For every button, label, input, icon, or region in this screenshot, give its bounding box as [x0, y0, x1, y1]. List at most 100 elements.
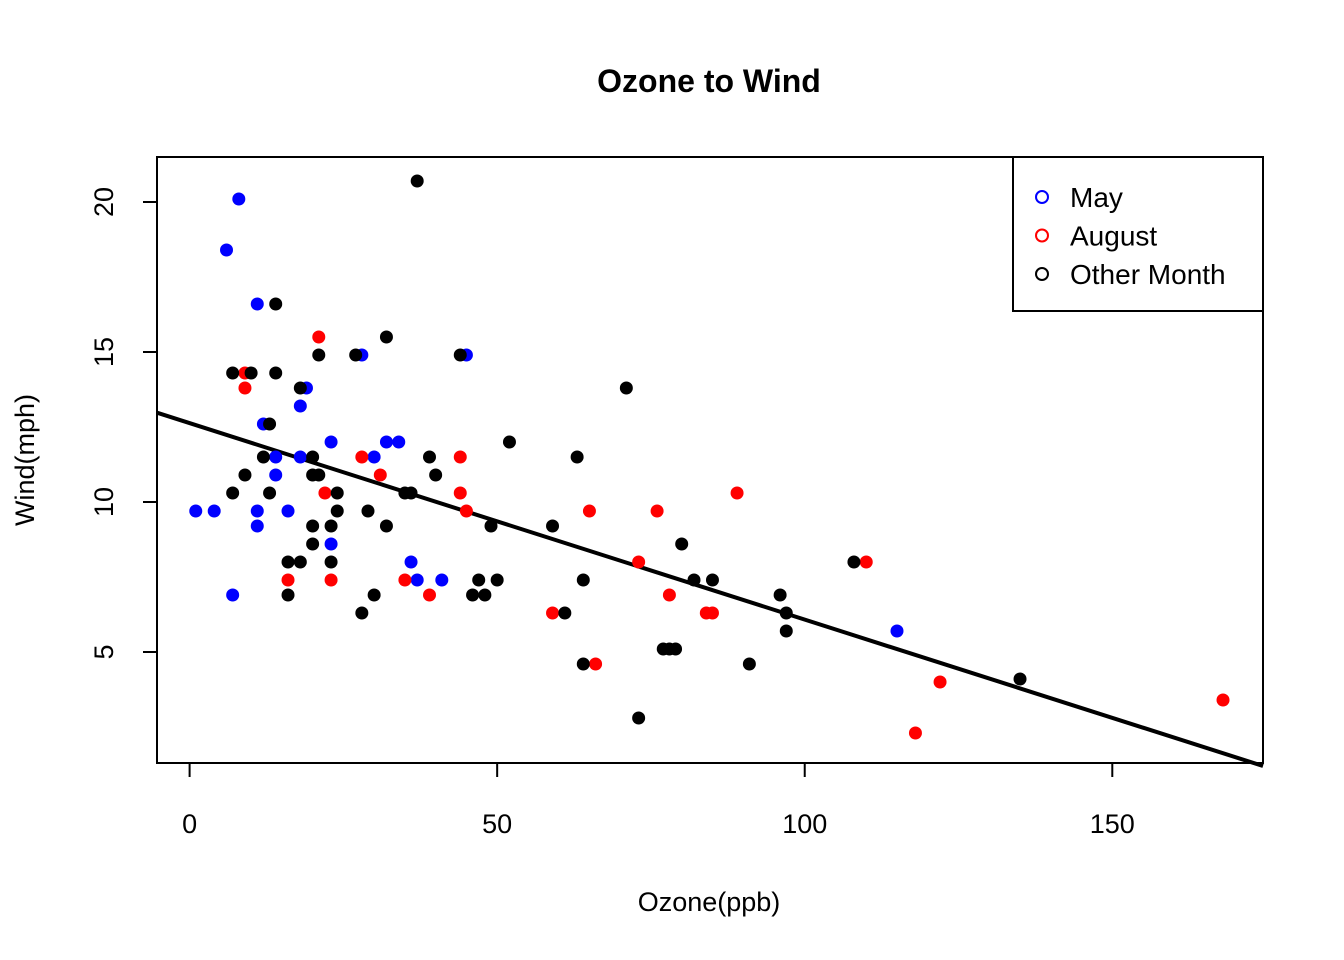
data-point-august	[582, 504, 596, 518]
data-point-other-month	[502, 435, 516, 449]
data-point-other-month	[705, 573, 719, 587]
data-point-other-month	[570, 450, 584, 464]
data-point-other-month	[472, 573, 486, 587]
data-point-may	[410, 573, 424, 587]
data-point-other-month	[361, 504, 375, 518]
data-point-other-month	[226, 366, 240, 380]
legend-label-other-month: Other Month	[1070, 259, 1226, 290]
data-point-other-month	[306, 519, 320, 533]
data-point-other-month	[379, 330, 393, 344]
data-point-other-month	[423, 450, 437, 464]
data-point-may	[226, 588, 240, 602]
data-point-other-month	[429, 468, 443, 482]
regression-line-layer	[156, 410, 1264, 768]
data-point-other-month	[256, 450, 270, 464]
data-point-other-month	[1013, 672, 1027, 686]
data-point-other-month	[324, 519, 338, 533]
data-point-may	[269, 468, 283, 482]
data-point-may	[293, 450, 307, 464]
data-point-other-month	[410, 174, 424, 188]
y-tick-label: 15	[89, 337, 119, 367]
data-point-other-month	[238, 468, 252, 482]
data-point-other-month	[306, 450, 320, 464]
x-tick-label: 50	[482, 809, 512, 839]
data-point-other-month	[632, 711, 646, 725]
data-point-may	[250, 504, 264, 518]
data-point-august	[662, 588, 676, 602]
x-tick-label: 100	[782, 809, 827, 839]
data-point-august	[281, 573, 295, 587]
x-tick-label: 0	[182, 809, 197, 839]
data-point-other-month	[404, 486, 418, 500]
data-point-other-month	[312, 348, 326, 362]
data-point-other-month	[773, 588, 787, 602]
data-point-august	[398, 573, 412, 587]
data-point-august	[1216, 693, 1230, 707]
y-tick-label: 10	[89, 487, 119, 517]
data-point-may	[269, 450, 283, 464]
data-point-other-month	[742, 657, 756, 671]
legend: May August Other Month	[1012, 156, 1264, 312]
data-point-other-month	[293, 555, 307, 569]
data-point-other-month	[330, 486, 344, 500]
data-point-other-month	[306, 537, 320, 551]
data-point-other-month	[379, 519, 393, 533]
data-point-other-month	[263, 486, 277, 500]
data-point-august	[423, 588, 437, 602]
data-point-august	[705, 606, 719, 620]
data-point-other-month	[546, 519, 560, 533]
data-point-august	[373, 468, 387, 482]
legend-marker-august	[1035, 228, 1049, 243]
data-point-august	[908, 726, 922, 740]
y-tick-label: 20	[89, 187, 119, 217]
legend-box	[1012, 156, 1264, 312]
data-point-other-month	[466, 588, 480, 602]
data-point-other-month	[558, 606, 572, 620]
legend-label-august: August	[1070, 221, 1157, 252]
data-point-may	[392, 435, 406, 449]
data-point-other-month	[281, 588, 295, 602]
data-point-other-month	[576, 657, 590, 671]
data-point-may	[890, 624, 904, 638]
data-point-other-month	[687, 573, 701, 587]
data-point-other-month	[330, 504, 344, 518]
data-point-august	[730, 486, 744, 500]
data-point-august	[453, 486, 467, 500]
data-point-august	[632, 555, 646, 569]
data-point-may	[189, 504, 203, 518]
data-point-may	[367, 450, 381, 464]
data-point-other-month	[478, 588, 492, 602]
legend-items: May August Other Month	[1035, 182, 1226, 290]
data-point-may	[232, 192, 246, 206]
y-axis-label: Wind(mph)	[10, 394, 40, 526]
data-point-other-month	[619, 381, 633, 395]
data-point-august	[355, 450, 369, 464]
plot-frame	[156, 156, 1264, 764]
y-axis: 5 10 15 20	[89, 187, 158, 660]
data-point-august	[324, 573, 338, 587]
data-point-august	[453, 450, 467, 464]
legend-marker-other-month	[1035, 267, 1049, 281]
data-point-may	[404, 555, 418, 569]
data-point-august	[650, 504, 664, 518]
data-point-other-month	[293, 381, 307, 395]
data-point-other-month	[324, 555, 338, 569]
data-point-august	[589, 657, 603, 671]
data-point-other-month	[779, 606, 793, 620]
data-point-may	[379, 435, 393, 449]
data-point-may	[207, 504, 221, 518]
data-point-may	[435, 573, 449, 587]
data-point-other-month	[263, 417, 277, 431]
data-point-other-month	[669, 642, 683, 656]
y-tick-label: 5	[89, 644, 119, 659]
x-axis-label: Ozone(ppb)	[638, 887, 781, 917]
data-point-august	[459, 504, 473, 518]
data-point-other-month	[269, 366, 283, 380]
data-point-other-month	[244, 366, 258, 380]
regression-line	[156, 410, 1264, 768]
legend-label-may: May	[1070, 182, 1123, 213]
data-point-other-month	[484, 519, 498, 533]
data-point-august	[933, 675, 947, 689]
data-point-other-month	[367, 588, 381, 602]
